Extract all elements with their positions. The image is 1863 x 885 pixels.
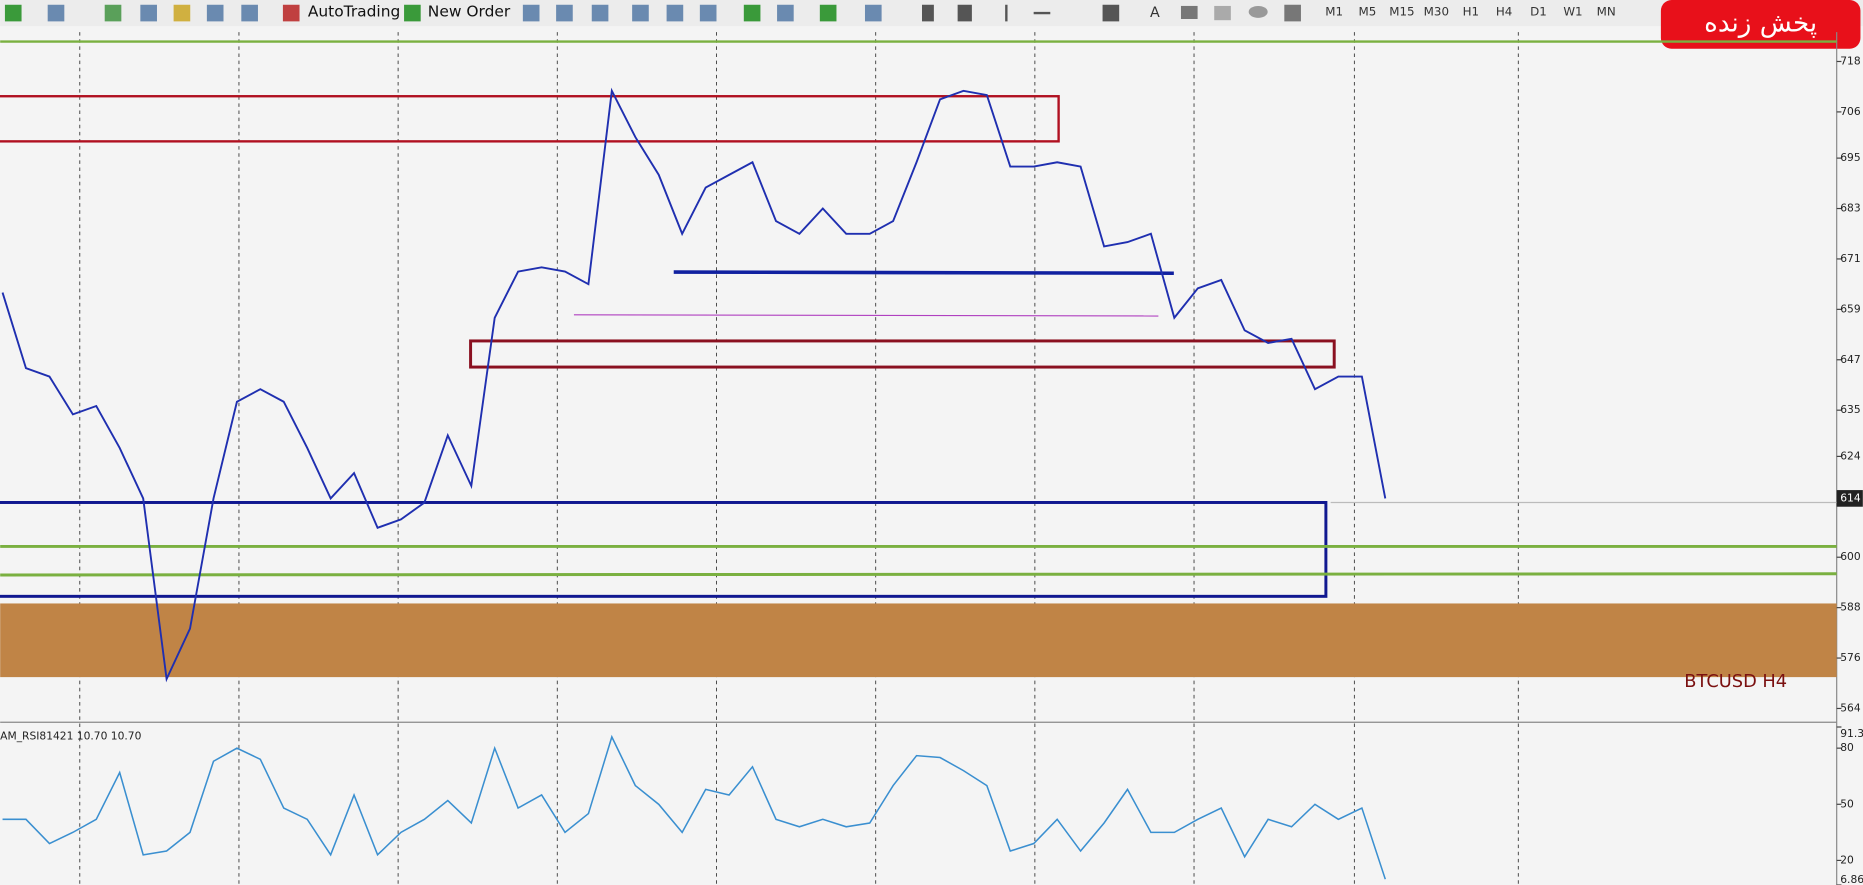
timeframe-button[interactable]: M30	[1424, 4, 1449, 18]
current-price-label: 614	[1840, 491, 1861, 504]
y-tick-label: 647	[1840, 353, 1860, 366]
rsi-line	[2, 734, 1387, 880]
live-badge	[1660, 0, 1861, 49]
y-tick-label: 671	[1840, 252, 1860, 265]
symbol-label: BTCUSD H4	[1684, 671, 1787, 692]
toolbar-button[interactable]: New Order	[428, 2, 511, 20]
y-tick-label: 50	[1840, 797, 1854, 810]
price-line	[1, 87, 1387, 683]
indicator-label: AM_RSI81421 10.70 10.70	[0, 730, 141, 743]
y-tick-label: 683	[1840, 202, 1860, 215]
timeframe-button[interactable]: H1	[1463, 4, 1479, 18]
timeframe-button[interactable]: M5	[1359, 4, 1377, 18]
y-tick-label: 6.86	[1840, 873, 1863, 885]
y-tick-label: 706	[1840, 105, 1861, 118]
y-tick-label: 20	[1840, 853, 1854, 866]
y-tick-label: 624	[1840, 449, 1861, 462]
analysis-drawings	[0, 40, 1837, 678]
timeframe-button[interactable]: D1	[1530, 4, 1547, 18]
toolbar-icons	[4, 4, 1301, 22]
timeframe-button[interactable]: M1	[1325, 4, 1343, 18]
y-tick-label: 635	[1840, 403, 1860, 416]
live-badge-text: پخش زنده	[1704, 8, 1817, 38]
y-tick-label: 718	[1840, 54, 1861, 67]
y-tick-label: 588	[1840, 601, 1861, 614]
y-tick-label: 659	[1840, 302, 1861, 315]
toolbar-button[interactable]: AutoTrading	[308, 2, 400, 20]
y-tick-label: 695	[1840, 151, 1860, 164]
timeframe-button[interactable]: H4	[1496, 4, 1512, 18]
timeframe-button[interactable]: MN	[1597, 4, 1616, 18]
current-price-marker	[1836, 490, 1863, 507]
y-tick-label: 576	[1840, 651, 1861, 664]
timeframe-button[interactable]: W1	[1563, 4, 1582, 18]
y-tick-label: 91.3	[1840, 727, 1863, 740]
text-tool-icon[interactable]: A	[1150, 5, 1160, 21]
y-tick-label: 80	[1840, 741, 1854, 754]
y-tick-label: 600	[1840, 550, 1861, 563]
timeframe-button[interactable]: M15	[1389, 4, 1414, 18]
y-tick-label: 564	[1840, 701, 1861, 714]
